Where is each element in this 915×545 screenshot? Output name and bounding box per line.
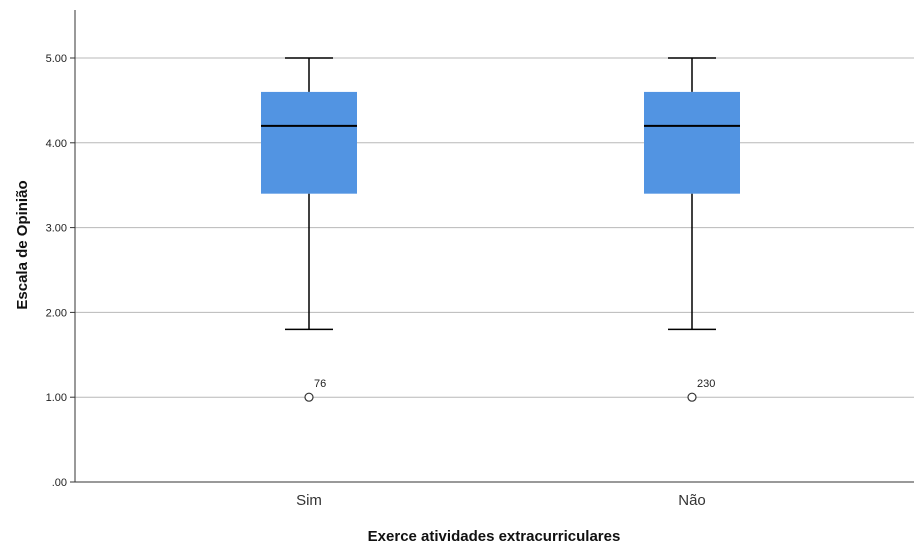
y-tick-label: 3.00 (46, 223, 67, 235)
x-axis-title: Exerce atividades extracurriculares (368, 528, 621, 545)
y-tick-label: 5.00 (46, 53, 67, 65)
y-tick-label: 1.00 (46, 392, 67, 404)
outlier-label: 76 (314, 378, 326, 390)
boxes: 76 230 (261, 57, 740, 402)
outlier-point (304, 392, 314, 402)
outlier-label: 230 (697, 378, 715, 390)
y-tick-label: 2.00 (46, 307, 67, 319)
x-category-label: Não (678, 492, 706, 509)
box-Sim: 76 (261, 57, 357, 402)
box-Não: 230 (644, 57, 740, 402)
x-category-label: Sim (296, 492, 322, 509)
y-tick-label: 4.00 (46, 138, 67, 150)
outlier-point (687, 392, 697, 402)
gridlines (75, 57, 914, 398)
iqr-box (261, 91, 357, 194)
labels: .00 1.00 2.00 3.00 4.00 5.00 Sim Não (46, 53, 706, 509)
y-axis-title: Escala de Opinião (14, 180, 31, 309)
axes (70, 10, 914, 483)
y-tick-label: .00 (52, 477, 67, 489)
iqr-box (644, 91, 740, 194)
